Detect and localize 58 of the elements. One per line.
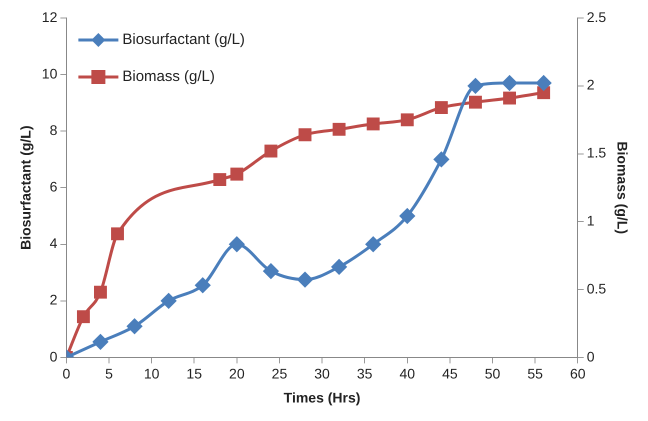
point <box>502 76 518 91</box>
x-tick-label: 0 <box>62 366 70 382</box>
y2-tick-label: 1.5 <box>586 144 606 161</box>
y-tick-label: 6 <box>50 178 58 195</box>
y-tick-label: 4 <box>50 235 58 252</box>
y2-axis-title: Biomass (g/L) <box>614 141 631 234</box>
point <box>434 152 449 167</box>
point <box>94 286 107 299</box>
point <box>469 96 482 109</box>
x-tick-label: 5 <box>105 366 114 382</box>
point <box>76 310 90 324</box>
point <box>195 278 210 293</box>
legend-label: Biomass (g/L) <box>122 68 215 86</box>
point <box>230 168 244 181</box>
x-tick-label: 55 <box>527 366 544 382</box>
point <box>127 318 142 334</box>
point <box>298 128 312 142</box>
point <box>229 236 244 252</box>
x-tick-label: 40 <box>399 366 416 382</box>
y2-tick-label: 0.5 <box>586 280 606 296</box>
legend-label: Biosurfactant (g/L) <box>122 31 245 48</box>
x-tick-label: 15 <box>186 366 202 382</box>
point <box>264 144 278 158</box>
point <box>92 334 108 350</box>
x-tick-label: 45 <box>442 366 458 382</box>
point <box>332 259 347 274</box>
point <box>400 208 415 224</box>
x-tick-label: 20 <box>229 366 245 382</box>
point <box>468 78 483 94</box>
y-tick-label: 8 <box>50 122 58 138</box>
point <box>366 117 380 130</box>
x-tick-label: 30 <box>314 366 330 382</box>
point <box>161 293 176 308</box>
y-tick-label: 2 <box>50 292 58 308</box>
y2-tick-label: 2.5 <box>586 8 606 25</box>
point <box>111 227 124 240</box>
y-tick-label: 10 <box>42 65 58 82</box>
x-tick-label: 35 <box>356 366 373 382</box>
x-tick-label: 60 <box>570 366 586 382</box>
point <box>298 272 313 288</box>
x-tick-label: 25 <box>272 366 288 382</box>
point <box>332 122 346 136</box>
x-tick-label: 50 <box>484 366 501 382</box>
point <box>263 264 278 279</box>
point <box>536 76 552 91</box>
x-axis-title: Times (Hrs) <box>284 389 360 406</box>
point <box>213 173 226 186</box>
point <box>503 92 516 105</box>
y-axis-title: Biosurfactant (g/L) <box>17 125 34 250</box>
point <box>434 101 448 114</box>
y-tick-label: 0 <box>50 348 58 364</box>
y2-tick-label: 2 <box>586 76 595 93</box>
y2-tick-label: 0 <box>586 348 595 364</box>
point <box>366 236 381 252</box>
y-tick-label: 12 <box>42 8 58 25</box>
x-tick-label: 10 <box>144 366 160 382</box>
point <box>400 113 414 126</box>
y2-tick-label: 1 <box>586 212 595 228</box>
